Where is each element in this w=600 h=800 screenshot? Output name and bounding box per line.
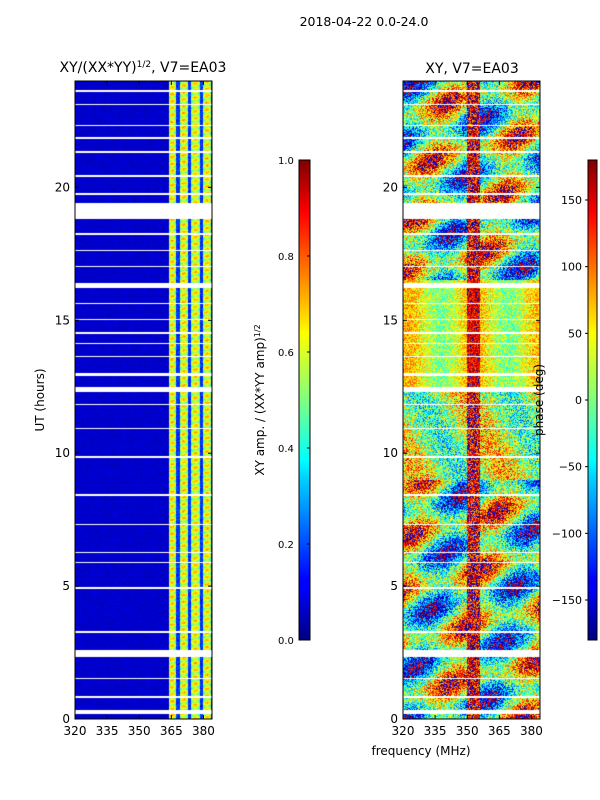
phase-ytick-label-4: 20 (383, 180, 398, 194)
phase-title: XY, V7=EA03 (425, 61, 519, 77)
phase-cbar-tick-label-5: 100 (561, 261, 582, 274)
phase-xtick-label-4: 380 (520, 724, 543, 738)
frequency-xlabel: frequency (MHz) (371, 744, 470, 758)
phase-ticks: 320 335 350 365 380 0 5 10 15 20 (383, 81, 543, 738)
phase-ytick-label-0: 0 (390, 712, 398, 726)
amplitude-xtick-label-3: 365 (160, 724, 183, 738)
amplitude-colorbar: 0.0 0.2 0.4 0.6 0.8 1.0 XY amp. / (XX*YY amp)… (253, 156, 311, 647)
amplitude-colorbar-label: XY amp. / (XX*YY amp)1/2 (253, 324, 268, 475)
amplitude-xtick-label-4: 380 (192, 724, 215, 738)
amplitude-colorbar-ticks: 0.0 0.2 0.4 0.6 0.8 1.0 (278, 156, 310, 647)
amplitude-xtick-label-2: 350 (128, 724, 151, 738)
phase-xtick-label-3: 365 (488, 724, 511, 738)
amplitude-axes-frame (74, 80, 213, 720)
phase-xtick-label-2: 350 (456, 724, 479, 738)
phase-xtick-label-0: 320 (392, 724, 415, 738)
phase-panel: XY, V7=EA03 320 335 350 365 380 0 5 10 15 20 (383, 61, 543, 738)
amplitude-ticks: 320 335 350 365 380 0 5 10 15 20 (55, 81, 215, 738)
figure-suptitle: 2018-04-22 0.0-24.0 (300, 14, 429, 29)
phase-ytick-label-1: 5 (390, 579, 398, 593)
amplitude-cbar-tick-label-5: 1.0 (278, 156, 294, 167)
phase-cbar-tick-label-4: 50 (568, 327, 582, 340)
amplitude-ytick-label-4: 20 (55, 180, 70, 194)
phase-cbar-tick-label-1: −100 (552, 527, 582, 540)
phase-colorbar-ticks: −150 −100 −50 0 50 100 150 (552, 194, 588, 607)
amplitude-heatmap (75, 81, 212, 719)
phase-ytick-label-2: 10 (383, 446, 398, 460)
amplitude-ytick-label-3: 15 (55, 313, 70, 327)
phase-colorbar: −150 −100 −50 0 50 100 150 phase (deg) (532, 159, 598, 641)
phase-cbar-tick-label-3: 0 (575, 394, 582, 407)
amplitude-cbar-tick-label-1: 0.2 (278, 540, 294, 551)
phase-ytick-label-3: 15 (383, 313, 398, 327)
amplitude-ytick-label-0: 0 (62, 712, 70, 726)
amplitude-ylabel: UT (hours) (33, 368, 47, 431)
amplitude-panel: XY/(XX*YY)1/2, V7=EA03 320 335 350 365 380 0 5… (33, 60, 226, 738)
amplitude-title: XY/(XX*YY)1/2, V7=EA03 (60, 60, 227, 76)
amplitude-ytick-label-1: 5 (62, 579, 70, 593)
phase-xtick-label-1: 335 (424, 724, 447, 738)
phase-heatmap (403, 81, 540, 719)
amplitude-xtick-label-1: 335 (96, 724, 119, 738)
amplitude-xtick-label-0: 320 (64, 724, 87, 738)
phase-cbar-tick-label-6: 150 (561, 194, 582, 207)
amplitude-cbar-tick-label-2: 0.4 (278, 444, 294, 455)
phase-colorbar-label: phase (deg) (532, 364, 546, 436)
phase-axes-frame (402, 80, 541, 720)
phase-cbar-tick-label-2: −50 (559, 461, 582, 474)
amplitude-colorbar-bar (298, 159, 311, 641)
amplitude-cbar-tick-label-0: 0.0 (278, 636, 294, 647)
amplitude-cbar-tick-label-3: 0.6 (278, 348, 294, 359)
amplitude-cbar-tick-label-4: 0.8 (278, 252, 294, 263)
phase-cbar-tick-label-0: −150 (552, 594, 582, 607)
amplitude-ytick-label-2: 10 (55, 446, 70, 460)
phase-colorbar-bar (587, 159, 598, 641)
